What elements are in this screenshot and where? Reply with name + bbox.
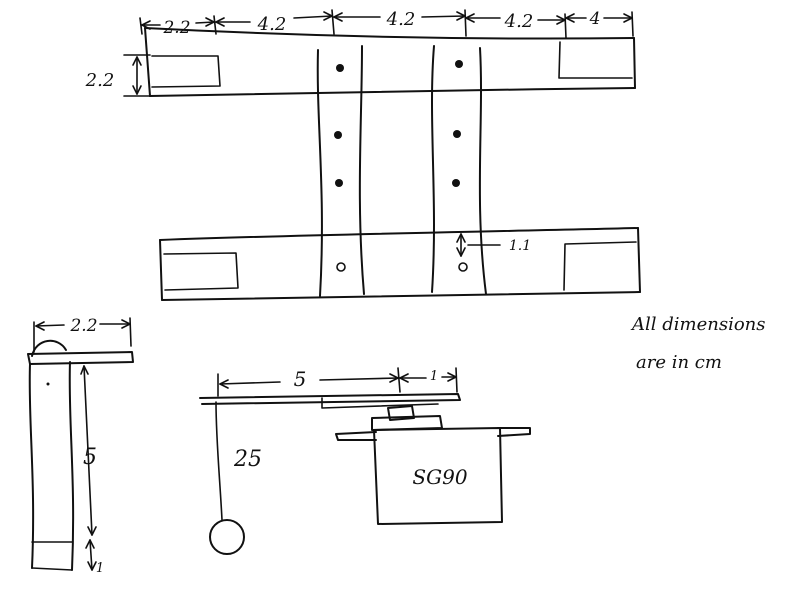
vertical-line-3 — [431, 45, 435, 293]
lower-right-slot — [563, 241, 637, 291]
servo-right-tab — [497, 427, 531, 437]
hole — [334, 131, 342, 139]
dim-line — [399, 376, 457, 379]
servo-arm-hub-plate — [321, 397, 439, 409]
side-mark — [46, 382, 50, 386]
dim-tick — [139, 17, 143, 35]
dim-arrow — [219, 373, 399, 389]
dim-label-height: 2.2 — [85, 70, 115, 91]
hole — [335, 179, 343, 187]
upper-left-slot — [151, 55, 221, 88]
dim-ext — [397, 367, 401, 393]
dim-label-4-2-c: 4.2 — [504, 11, 534, 32]
side-body-right — [68, 361, 75, 571]
vertical-line-1 — [316, 49, 323, 297]
dim-line — [465, 17, 566, 21]
side-body-left — [28, 363, 35, 569]
upper-bar-bottom-edge — [149, 87, 636, 97]
lower-bar-right-edge — [637, 227, 641, 293]
servo-left-tab — [335, 431, 377, 441]
dim-arrow — [456, 233, 466, 257]
side-body-bottom — [31, 567, 73, 571]
dim-label-4: 4 — [589, 9, 601, 29]
dim-tick — [564, 13, 567, 39]
upper-bar-right-edge — [633, 37, 636, 89]
dim-arrow — [465, 13, 566, 25]
vertical-line-4 — [478, 47, 487, 295]
dim-ext — [123, 54, 151, 97]
dim-arrow — [80, 365, 97, 536]
note-line-1: All dimensions — [630, 314, 766, 335]
upper-right-slot — [558, 41, 633, 79]
servo-shaft — [387, 405, 415, 421]
dim-arrow — [85, 539, 97, 571]
hole — [458, 262, 468, 272]
lower-bar-left-edge — [159, 239, 163, 301]
lower-left-slot — [163, 252, 239, 291]
dim-tick — [213, 15, 217, 35]
dim-line — [35, 323, 131, 327]
pendulum-string — [215, 401, 223, 521]
dim-arrow — [399, 372, 457, 383]
hole — [452, 179, 460, 187]
dim-label-arm: 5 — [294, 367, 307, 391]
dim-arrow — [141, 17, 215, 30]
dim-arrow — [215, 11, 333, 27]
dim-label-side-bottom: 1 — [96, 561, 104, 576]
hole — [336, 64, 344, 72]
pendulum-ball — [209, 519, 245, 555]
dim-label-string: 25 — [233, 447, 262, 472]
dim-arrow — [333, 11, 466, 22]
arm-view: 5 1 25 SG90 — [199, 367, 531, 555]
dim-tick — [464, 9, 467, 37]
dim-tick — [631, 11, 634, 37]
dim-label-hole-offset: 1.1 — [509, 238, 531, 254]
servo-arm — [199, 393, 461, 405]
hole — [336, 262, 346, 272]
side-view: 2.2 5 1 — [27, 316, 134, 576]
vertical-line-2 — [358, 45, 365, 295]
units-note: All dimensions are in cm — [630, 314, 766, 373]
dim-arrow — [132, 56, 142, 95]
dim-line — [215, 15, 333, 23]
dim-tick — [331, 9, 335, 35]
hole — [455, 60, 463, 68]
dim-label-2-2: 2.2 — [162, 18, 190, 38]
dim-line — [89, 539, 93, 571]
dim-label-side-width: 2.2 — [69, 316, 97, 336]
dim-label-side-height: 5 — [83, 445, 97, 470]
hole — [453, 130, 461, 138]
servo-label: SG90 — [412, 465, 467, 489]
note-line-2: are in cm — [636, 352, 722, 373]
dim-line — [219, 377, 399, 385]
dim-ext — [129, 317, 132, 347]
side-top-bump — [31, 340, 67, 357]
upper-bar-left-edge — [144, 27, 151, 97]
servo-body — [373, 427, 503, 525]
lower-bar-bottom-edge — [161, 291, 641, 301]
dim-label-arm-end: 1 — [430, 369, 438, 384]
dim-arrow — [35, 319, 131, 331]
dim-arrow — [565, 13, 633, 23]
lower-bar-top-edge — [159, 227, 639, 241]
dim-label-4-2-a: 4.2 — [257, 14, 287, 35]
dim-line — [333, 15, 466, 18]
side-top-plate — [27, 351, 134, 365]
top-view: 2.2 4.2 4.2 4.2 4 2.2 1.1 — [85, 9, 641, 301]
dim-line — [141, 21, 215, 26]
dim-ext — [455, 367, 458, 393]
dim-label-4-2-b: 4.2 — [386, 9, 416, 30]
dim-line — [83, 365, 93, 536]
